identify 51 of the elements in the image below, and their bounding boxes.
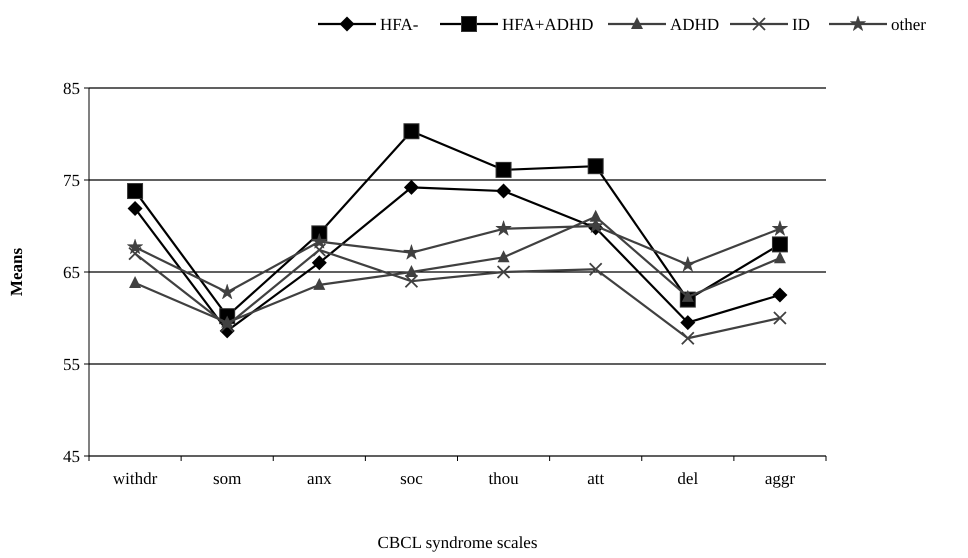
x-tick-label: anx: [307, 469, 332, 488]
point: [773, 311, 787, 325]
point: [219, 284, 236, 300]
point: [496, 184, 512, 199]
point: [403, 123, 420, 140]
x-tick-label: withdr: [112, 469, 158, 488]
y-tick-label: 75: [63, 170, 80, 190]
point: [311, 233, 328, 248]
point: [405, 265, 418, 277]
x-axis-title: CBCL syndrome scales: [378, 533, 538, 552]
legend-label: ID: [792, 14, 810, 34]
x-tick-label: del: [677, 469, 698, 488]
point: [404, 244, 420, 260]
x-tick-label: thou: [488, 469, 520, 488]
point: [588, 158, 604, 174]
point: [220, 318, 234, 332]
point: [312, 255, 327, 270]
point: [680, 331, 695, 346]
point: [496, 162, 512, 178]
point: [404, 180, 419, 195]
point: [680, 256, 696, 272]
point: [128, 201, 143, 216]
legend-label: other: [891, 14, 926, 34]
point: [680, 315, 696, 330]
point: [404, 274, 418, 288]
point: [128, 246, 142, 260]
point: [772, 236, 788, 252]
point: [496, 220, 512, 236]
point: [772, 220, 788, 236]
legend-label: HFA+ADHD: [502, 14, 594, 34]
x-tick-label: som: [213, 469, 242, 488]
point: [129, 276, 142, 288]
legend-label: ADHD: [670, 14, 720, 34]
point: [127, 183, 144, 200]
point: [496, 265, 510, 279]
point: [498, 250, 510, 262]
y-tick-label: 45: [63, 446, 80, 466]
y-tick-label: 85: [63, 78, 80, 98]
point: [127, 238, 143, 254]
point: [772, 288, 788, 302]
y-axis-title: Means: [7, 248, 26, 296]
y-tick-label: 65: [63, 262, 80, 282]
point: [588, 262, 603, 276]
point: [312, 243, 326, 257]
point: [313, 278, 326, 290]
x-tick-label: att: [587, 469, 604, 488]
legend-label: HFA-: [380, 14, 419, 34]
x-tick-label: soc: [400, 469, 424, 488]
y-tick-label: 55: [63, 354, 80, 374]
point: [774, 251, 786, 264]
x-tick-label: aggr: [764, 469, 796, 488]
